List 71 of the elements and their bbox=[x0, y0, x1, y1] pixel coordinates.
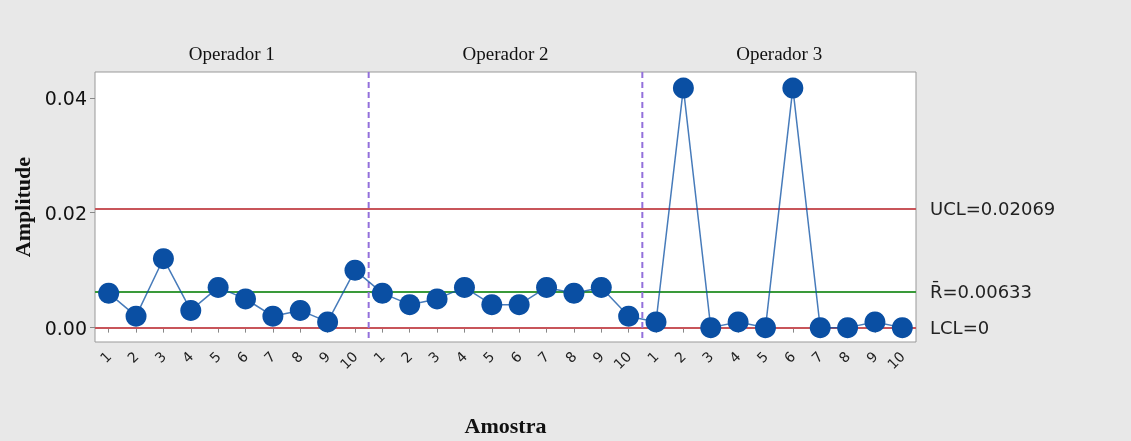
point bbox=[508, 294, 530, 316]
x-tick-label: 9 bbox=[589, 348, 607, 366]
ref-line-label: LCL=0 bbox=[930, 317, 990, 339]
x-tick-label: 8 bbox=[288, 348, 306, 366]
x-tick-label: 9 bbox=[863, 348, 881, 366]
point bbox=[207, 276, 229, 298]
point bbox=[590, 276, 612, 298]
point bbox=[727, 311, 749, 333]
x-tick-label: 1 bbox=[644, 348, 662, 366]
x-tick-label: 10 bbox=[610, 348, 635, 373]
point bbox=[864, 311, 886, 333]
x-tick-label: 9 bbox=[315, 348, 334, 366]
x-tick-label: 4 bbox=[726, 348, 744, 366]
text: Operador 2 bbox=[462, 43, 549, 64]
point bbox=[317, 311, 339, 333]
point bbox=[371, 282, 393, 304]
ref-line-label: UCL=0.02069 bbox=[930, 198, 1056, 220]
point bbox=[891, 317, 913, 339]
point bbox=[262, 305, 284, 327]
point bbox=[755, 317, 776, 339]
point bbox=[809, 317, 831, 339]
point bbox=[426, 288, 448, 310]
x-axis-title: Amostra bbox=[464, 412, 547, 438]
point bbox=[837, 317, 859, 339]
x-tick-label: 1 bbox=[370, 348, 389, 366]
y-tick-label: 0.02 bbox=[44, 201, 87, 224]
y-tick-label: 0.04 bbox=[44, 86, 87, 109]
x-tick-label: 6 bbox=[780, 348, 799, 366]
x-tick-label: 3 bbox=[425, 348, 443, 366]
x-tick-label: 10 bbox=[336, 348, 361, 373]
point bbox=[563, 282, 585, 304]
y-tick-label: 0.00 bbox=[44, 316, 87, 339]
point bbox=[536, 276, 558, 298]
point bbox=[125, 305, 147, 327]
point bbox=[700, 317, 722, 339]
point bbox=[453, 276, 475, 298]
ref-line-label: R̄=0.00633 bbox=[930, 280, 1033, 302]
text: Operador 3 bbox=[736, 43, 823, 64]
x-tick-label: 8 bbox=[835, 348, 854, 366]
x-tick-label: 6 bbox=[233, 348, 252, 366]
point bbox=[235, 288, 257, 310]
x-tick-label: 10 bbox=[884, 348, 908, 373]
point bbox=[672, 77, 694, 99]
point bbox=[289, 299, 311, 321]
point bbox=[481, 294, 503, 316]
x-tick-label: 5 bbox=[479, 348, 498, 366]
x-tick-label: 3 bbox=[151, 348, 170, 366]
x-tick-label: 1 bbox=[96, 348, 115, 366]
x-tick-label: 2 bbox=[671, 348, 690, 366]
point bbox=[645, 311, 667, 333]
x-tick-label: 5 bbox=[753, 348, 772, 366]
x-tick-label: 3 bbox=[698, 348, 717, 366]
x-tick-label: 2 bbox=[397, 348, 416, 366]
point bbox=[399, 294, 421, 316]
x-tick-label: 8 bbox=[561, 348, 580, 366]
x-tick-label: 2 bbox=[124, 348, 142, 366]
point bbox=[344, 259, 366, 281]
text: Operador 1 bbox=[188, 43, 275, 64]
point bbox=[152, 248, 174, 270]
x-tick-label: 7 bbox=[534, 348, 553, 366]
point bbox=[782, 77, 804, 99]
x-tick-label: 7 bbox=[808, 348, 826, 366]
y-axis-title: Amplitude bbox=[10, 156, 36, 258]
x-tick-label: 4 bbox=[452, 348, 471, 366]
point bbox=[98, 282, 120, 304]
x-tick-label: 7 bbox=[260, 348, 279, 366]
x-tick-label: 4 bbox=[178, 348, 197, 366]
point bbox=[618, 305, 640, 327]
x-tick-label: 5 bbox=[206, 348, 224, 366]
point bbox=[180, 299, 202, 321]
x-tick-label: 6 bbox=[507, 348, 525, 366]
